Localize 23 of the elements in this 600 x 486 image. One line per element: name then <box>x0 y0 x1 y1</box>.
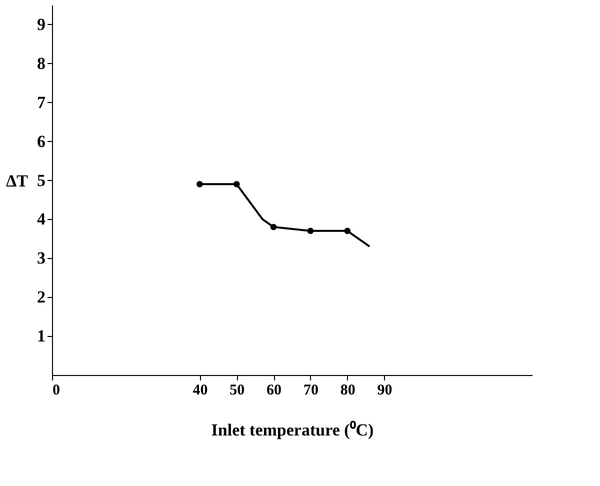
y-axis-title: ΔT <box>6 172 29 190</box>
point <box>196 181 203 188</box>
x-tick-label: 90 <box>377 382 392 398</box>
x-tick-label: 40 <box>192 382 208 398</box>
x-tick-label: 80 <box>340 382 356 398</box>
point <box>307 228 314 234</box>
point <box>270 224 277 230</box>
x-tick-label: 70 <box>303 382 318 398</box>
x-tick-label: 50 <box>230 382 245 398</box>
y-tick-label: 9 <box>37 14 46 34</box>
point <box>344 228 351 234</box>
y-tick-label: 4 <box>37 210 46 229</box>
x-tick-label: 60 <box>266 382 282 398</box>
y-tick-label: 5 <box>37 170 46 190</box>
y-tick-label: 7 <box>37 92 46 112</box>
y-tick-label: 1 <box>37 326 46 346</box>
y-tick-label: 2 <box>37 288 46 307</box>
x-axis-title: Inlet temperature (⁰C) <box>211 420 374 440</box>
y-tick-label: 3 <box>37 248 46 268</box>
point <box>233 181 240 188</box>
y-tick-label: 8 <box>37 54 46 73</box>
y-tick-label: 6 <box>37 132 46 151</box>
x-tick-label: 0 <box>52 382 60 398</box>
